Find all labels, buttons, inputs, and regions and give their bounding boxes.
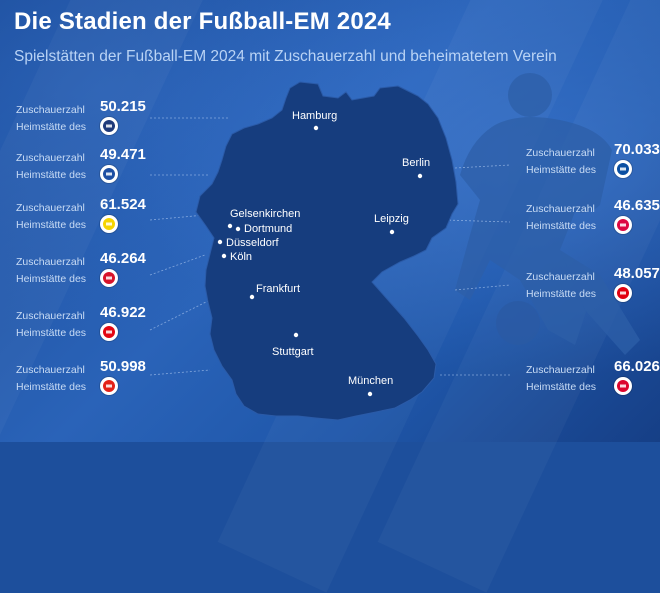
fc-koeln-crest-icon xyxy=(100,323,118,341)
city-label-gelsenkirchen: Gelsenkirchen xyxy=(230,208,301,220)
capacity-value: 46.922 xyxy=(100,304,146,321)
stadium-card-right-3: Zuschauerzahl Heimstätte des 48.057 xyxy=(526,265,660,305)
page-subtitle: Spielstätten der Fußball-EM 2024 mit Zus… xyxy=(14,48,557,65)
city-label-koeln: Köln xyxy=(230,251,253,263)
city-label-muenchen: München xyxy=(348,375,394,387)
home-label: Heimstätte des xyxy=(16,381,87,393)
eintracht-crest-icon xyxy=(614,284,632,302)
capacity-label: Zuschauerzahl xyxy=(526,203,595,215)
stadium-card-right-1: Zuschauerzahl Heimstätte des 70.033 xyxy=(526,141,660,181)
capacity-value: 50.998 xyxy=(100,358,146,375)
bvb-crest-icon xyxy=(100,215,118,233)
capacity-value: 46.635 xyxy=(614,197,660,214)
city-label-frankfurt: Frankfurt xyxy=(256,283,301,295)
schalke-crest-icon xyxy=(100,165,118,183)
home-label: Heimstätte des xyxy=(526,288,597,300)
city-label-hamburg: Hamburg xyxy=(292,110,338,122)
capacity-label: Zuschauerzahl xyxy=(16,104,85,116)
page-title: Die Stadien der Fußball-EM 2024 xyxy=(14,8,391,35)
capacity-label: Zuschauerzahl xyxy=(16,152,85,164)
home-label: Heimstätte des xyxy=(526,220,597,232)
home-label: Heimstätte des xyxy=(16,121,87,133)
capacity-value: 48.057 xyxy=(614,265,660,282)
stadium-card-right-4: Zuschauerzahl Heimstätte des 66.026 xyxy=(526,358,660,398)
city-label-berlin: Berlin xyxy=(402,157,431,169)
stadium-card-left-5: Zuschauerzahl Heimstätte des 46.922 xyxy=(16,304,166,344)
city-marker-muenchen xyxy=(367,391,373,397)
stadium-card-left-1: Zuschauerzahl Heimstätte des 50.215 xyxy=(16,98,166,138)
home-label: Heimstätte des xyxy=(16,327,87,339)
city-label-duesseldorf: Düsseldorf xyxy=(226,237,279,249)
home-label: Heimstätte des xyxy=(16,169,87,181)
city-marker-koeln xyxy=(221,253,227,259)
city-marker-stuttgart xyxy=(293,332,299,338)
germany-outline xyxy=(195,81,459,421)
hertha-crest-icon xyxy=(614,160,632,178)
capacity-label: Zuschauerzahl xyxy=(16,256,85,268)
fortuna-crest-icon xyxy=(100,269,118,287)
capacity-value: 61.524 xyxy=(100,196,146,213)
home-label: Heimstätte des xyxy=(526,381,597,393)
stadium-card-left-4: Zuschauerzahl Heimstätte des 46.264 xyxy=(16,250,166,290)
capacity-value: 70.033 xyxy=(614,141,660,158)
capacity-label: Zuschauerzahl xyxy=(16,202,85,214)
city-marker-leipzig xyxy=(389,229,395,235)
home-label: Heimstätte des xyxy=(526,164,597,176)
capacity-label: Zuschauerzahl xyxy=(526,271,595,283)
connector-lines xyxy=(149,117,511,376)
capacity-label: Zuschauerzahl xyxy=(526,147,595,159)
hsv-crest-icon xyxy=(100,117,118,135)
rb-leipzig-crest-icon xyxy=(614,216,632,234)
stadium-card-left-3: Zuschauerzahl Heimstätte des 61.524 xyxy=(16,196,166,236)
capacity-value: 66.026 xyxy=(614,358,660,375)
city-marker-gelsenkirchen xyxy=(227,223,233,229)
germany-map xyxy=(149,73,640,421)
city-label-leipzig: Leipzig xyxy=(374,213,409,225)
capacity-value: 50.215 xyxy=(100,98,146,115)
stadium-card-right-2: Zuschauerzahl Heimstätte des 46.635 xyxy=(526,197,660,237)
football-icon xyxy=(496,301,540,345)
vfb-crest-icon xyxy=(100,377,118,395)
city-marker-dortmund xyxy=(235,226,241,232)
city-marker-frankfurt xyxy=(249,294,255,300)
city-label-stuttgart: Stuttgart xyxy=(272,346,314,358)
fc-bayern-crest-icon xyxy=(614,377,632,395)
home-label: Heimstätte des xyxy=(16,219,87,231)
stadium-card-left-6: Zuschauerzahl Heimstätte des 50.998 xyxy=(16,358,166,398)
stadium-card-left-2: Zuschauerzahl Heimstätte des 49.471 xyxy=(16,146,166,186)
capacity-value: 46.264 xyxy=(100,250,146,267)
city-marker-duesseldorf xyxy=(217,239,223,245)
home-label: Heimstätte des xyxy=(16,273,87,285)
footballer-silhouette xyxy=(455,73,640,355)
capacity-label: Zuschauerzahl xyxy=(16,364,85,376)
capacity-value: 49.471 xyxy=(100,146,146,163)
city-marker-hamburg xyxy=(313,125,319,131)
capacity-label: Zuschauerzahl xyxy=(16,310,85,322)
city-label-dortmund: Dortmund xyxy=(244,223,293,235)
capacity-label: Zuschauerzahl xyxy=(526,364,595,376)
city-marker-berlin xyxy=(417,173,423,179)
